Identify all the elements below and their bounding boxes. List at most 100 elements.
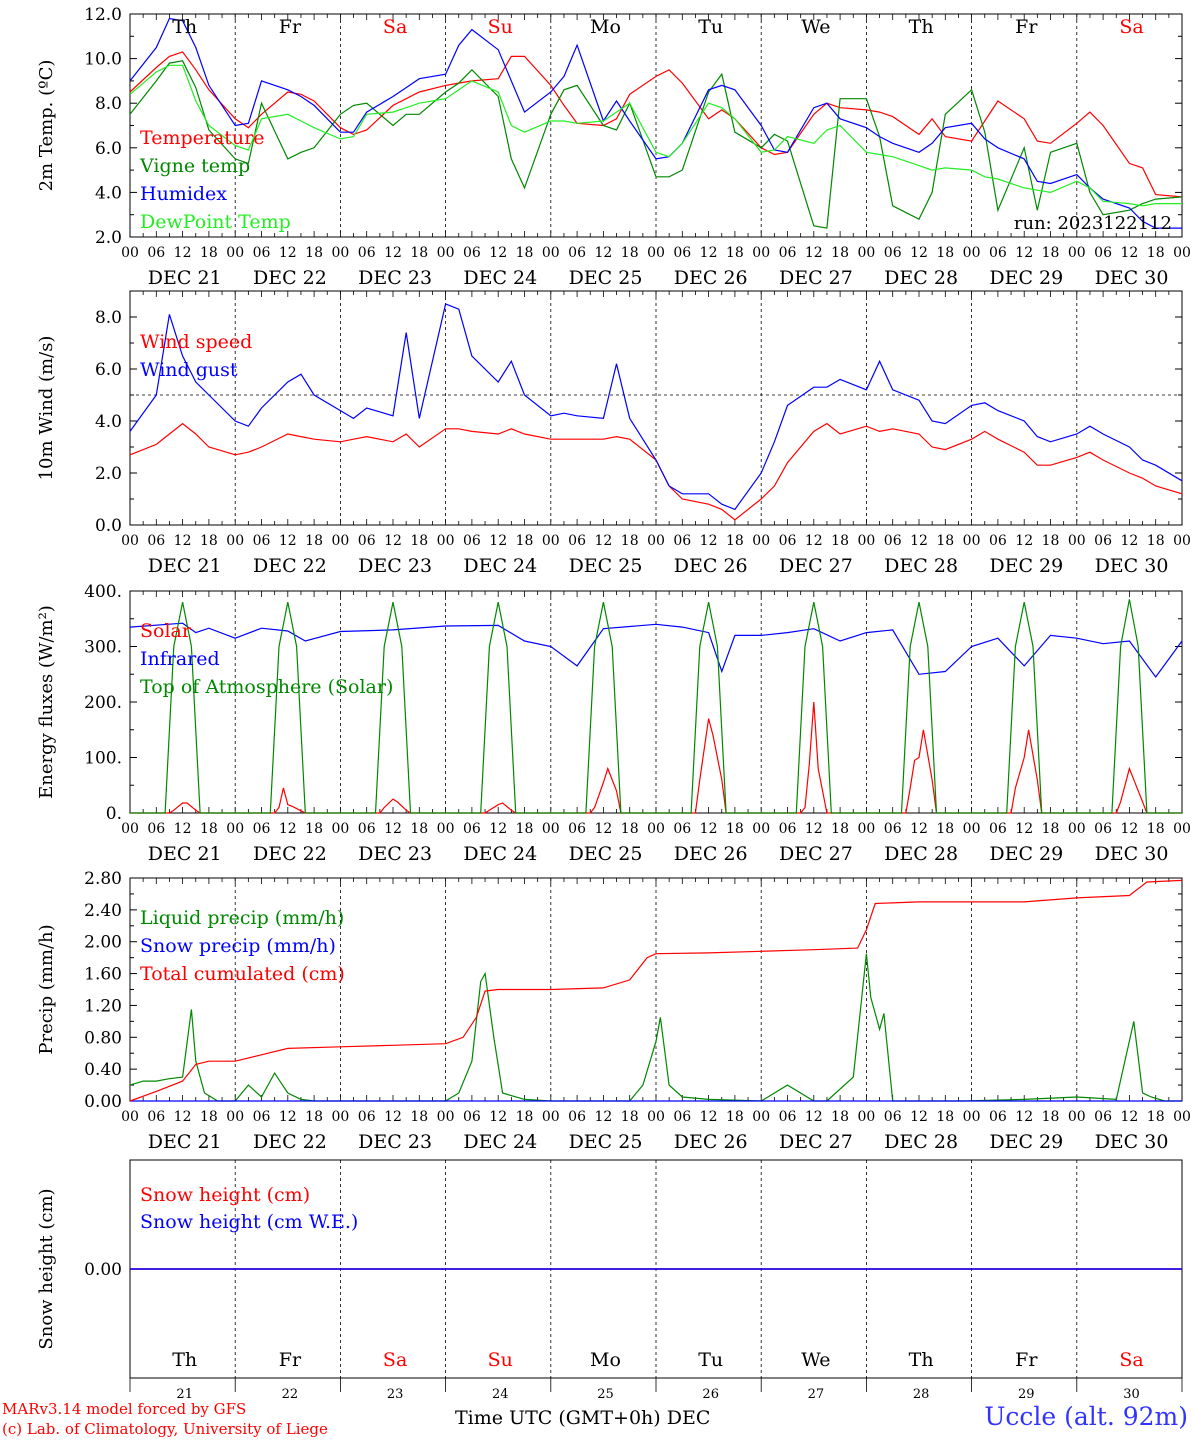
weekday-label: Th: [172, 1349, 197, 1371]
hour-label: 12: [174, 1109, 192, 1125]
hour-label: 00: [963, 245, 981, 261]
date-label: DEC 28: [884, 555, 958, 577]
date-label: DEC 27: [779, 843, 853, 865]
hour-label: 00: [1173, 1109, 1191, 1125]
hour-label: 18: [936, 245, 954, 261]
date-label: DEC 27: [779, 1131, 853, 1153]
hour-label: 12: [279, 1109, 297, 1125]
y-tick-label: 1.60: [84, 965, 122, 985]
hour-label: 12: [910, 533, 928, 549]
y-tick-label: 0.40: [84, 1060, 122, 1080]
date-label: DEC 23: [358, 555, 432, 577]
hour-label: 18: [831, 821, 849, 837]
date-label: DEC 30: [1095, 843, 1169, 865]
hour-label: 00: [1173, 533, 1191, 549]
hour-label: 18: [1042, 1109, 1060, 1125]
hour-label: 18: [621, 533, 639, 549]
panel-3: [129, 590, 1183, 814]
legend-entry: Snow precip (mm/h): [140, 935, 336, 957]
hour-label: 12: [384, 533, 402, 549]
weekday-label: Fr: [279, 1349, 302, 1371]
hour-label: 06: [884, 245, 902, 261]
hour-label: 12: [1015, 821, 1033, 837]
hour-label: 12: [910, 821, 928, 837]
hour-label: 06: [1094, 821, 1112, 837]
hour-label: 12: [805, 821, 823, 837]
date-label: DEC 26: [674, 555, 748, 577]
hour-label: 00: [437, 1109, 455, 1125]
hour-label: 00: [752, 533, 770, 549]
date-label: DEC 29: [989, 555, 1063, 577]
hour-label: 00: [647, 821, 665, 837]
y-tick-label: 4.0: [95, 183, 122, 203]
day-number-label: 21: [176, 1387, 193, 1402]
date-label: DEC 23: [358, 1131, 432, 1153]
date-label: DEC 29: [989, 1131, 1063, 1153]
hour-label: 00: [542, 821, 560, 837]
hour-label: 00: [1173, 821, 1191, 837]
hour-label: 06: [253, 533, 271, 549]
hour-label: 18: [200, 533, 218, 549]
hour-label: 06: [358, 821, 376, 837]
legend-entry: Liquid precip (mm/h): [140, 907, 344, 929]
hour-label: 18: [410, 1109, 428, 1125]
weekday-label: We: [801, 16, 830, 38]
hour-label: 12: [279, 533, 297, 549]
hour-label: 18: [1147, 821, 1165, 837]
hour-label: 18: [410, 533, 428, 549]
hour-label: 00: [963, 1109, 981, 1125]
hour-label: 06: [989, 245, 1007, 261]
hour-label: 06: [568, 821, 586, 837]
hour-label: 06: [1094, 1109, 1112, 1125]
date-label: DEC 21: [148, 843, 222, 865]
day-number-label: 22: [282, 1387, 299, 1402]
day-number-label: 30: [1123, 1387, 1140, 1402]
date-label: DEC 22: [253, 555, 327, 577]
date-label: DEC 21: [148, 555, 222, 577]
hour-label: 12: [700, 821, 718, 837]
weekday-label: Sa: [383, 16, 407, 38]
hour-label: 06: [253, 821, 271, 837]
series-line-top-of-atmosphere-solar-: [130, 599, 1182, 814]
weekday-label: Su: [488, 16, 513, 38]
hour-label: 12: [1120, 245, 1138, 261]
weekday-label: Tu: [698, 16, 723, 38]
hour-label: 06: [989, 821, 1007, 837]
weekday-label: Sa: [383, 1349, 407, 1371]
hour-label: 12: [594, 533, 612, 549]
date-label: DEC 22: [253, 267, 327, 289]
hour-label: 12: [384, 821, 402, 837]
hour-label: 18: [516, 533, 534, 549]
hour-label: 12: [805, 533, 823, 549]
y-tick-label: 8.0: [95, 94, 122, 114]
weekday-label: Su: [488, 1349, 513, 1371]
hour-label: 00: [226, 533, 244, 549]
hour-label: 06: [884, 533, 902, 549]
hour-label: 12: [910, 1109, 928, 1125]
day-number-label: 28: [913, 1387, 930, 1402]
hour-label: 12: [489, 533, 507, 549]
legend-entry: Solar: [140, 620, 192, 642]
hour-label: 00: [331, 245, 349, 261]
panel-frame: [129, 13, 1183, 238]
hour-label: 18: [831, 1109, 849, 1125]
weekday-label: Th: [909, 1349, 934, 1371]
hour-label: 06: [463, 533, 481, 549]
y-axis-label: 2m Temp. (ºC): [36, 60, 57, 192]
date-label: DEC 30: [1095, 1131, 1169, 1153]
hour-label: 12: [594, 245, 612, 261]
legend-entry: Temperature: [140, 127, 264, 149]
y-tick-label: 2.80: [84, 869, 122, 889]
hour-label: 06: [673, 821, 691, 837]
hour-label: 06: [463, 1109, 481, 1125]
hour-label: 00: [857, 245, 875, 261]
y-tick-label: 0.00: [84, 1092, 122, 1112]
hour-label: 18: [200, 821, 218, 837]
hour-label: 00: [857, 533, 875, 549]
hour-label: 00: [963, 821, 981, 837]
legend-entry: Vigne temp: [139, 155, 250, 177]
hour-label: 06: [358, 533, 376, 549]
y-tick-label: 2.0: [95, 464, 122, 484]
hour-label: 06: [568, 533, 586, 549]
hour-label: 12: [1015, 533, 1033, 549]
